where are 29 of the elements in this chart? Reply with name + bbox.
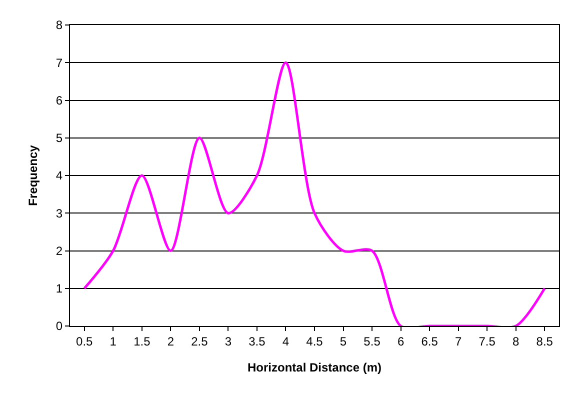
y-tick-label: 6 [56,93,63,108]
y-axis-title: Frequency [26,144,40,206]
y-tick-label: 1 [56,282,63,296]
x-tick-label: 5 [340,334,347,348]
x-tick-label: 0.5 [76,334,94,348]
x-axis-title: Horizontal Distance (m) [247,360,382,374]
x-tick-label: 4 [282,334,290,348]
x-tick-label: 1 [110,334,117,348]
x-tick-label: 6.5 [421,334,438,348]
y-tick-label: 2 [56,244,63,258]
x-tick-label: 8 [512,334,520,348]
y-tick-label: 7 [56,56,63,70]
x-tick-label: 3.5 [248,334,266,348]
x-tick-label: 1.5 [134,334,151,348]
x-tick-label: 2 [167,334,174,348]
x-tick-label: 3 [224,334,232,348]
x-tick-label: 4.5 [306,334,324,348]
y-tick-label: 3 [56,206,63,220]
line-series [83,61,546,326]
x-tick-label: 8.5 [536,334,554,348]
x-tick-label: 2.5 [191,334,208,348]
x-tick-label: 7 [454,334,462,348]
y-tick-label: 5 [56,131,63,146]
y-tick-label: 0 [56,319,63,334]
x-tick-label: 5.5 [364,334,381,348]
x-tick-label: 6 [397,334,404,348]
x-tick-label: 7.5 [478,334,496,348]
y-tick-label: 8 [56,18,63,32]
y-tick-label: 4 [56,168,63,183]
